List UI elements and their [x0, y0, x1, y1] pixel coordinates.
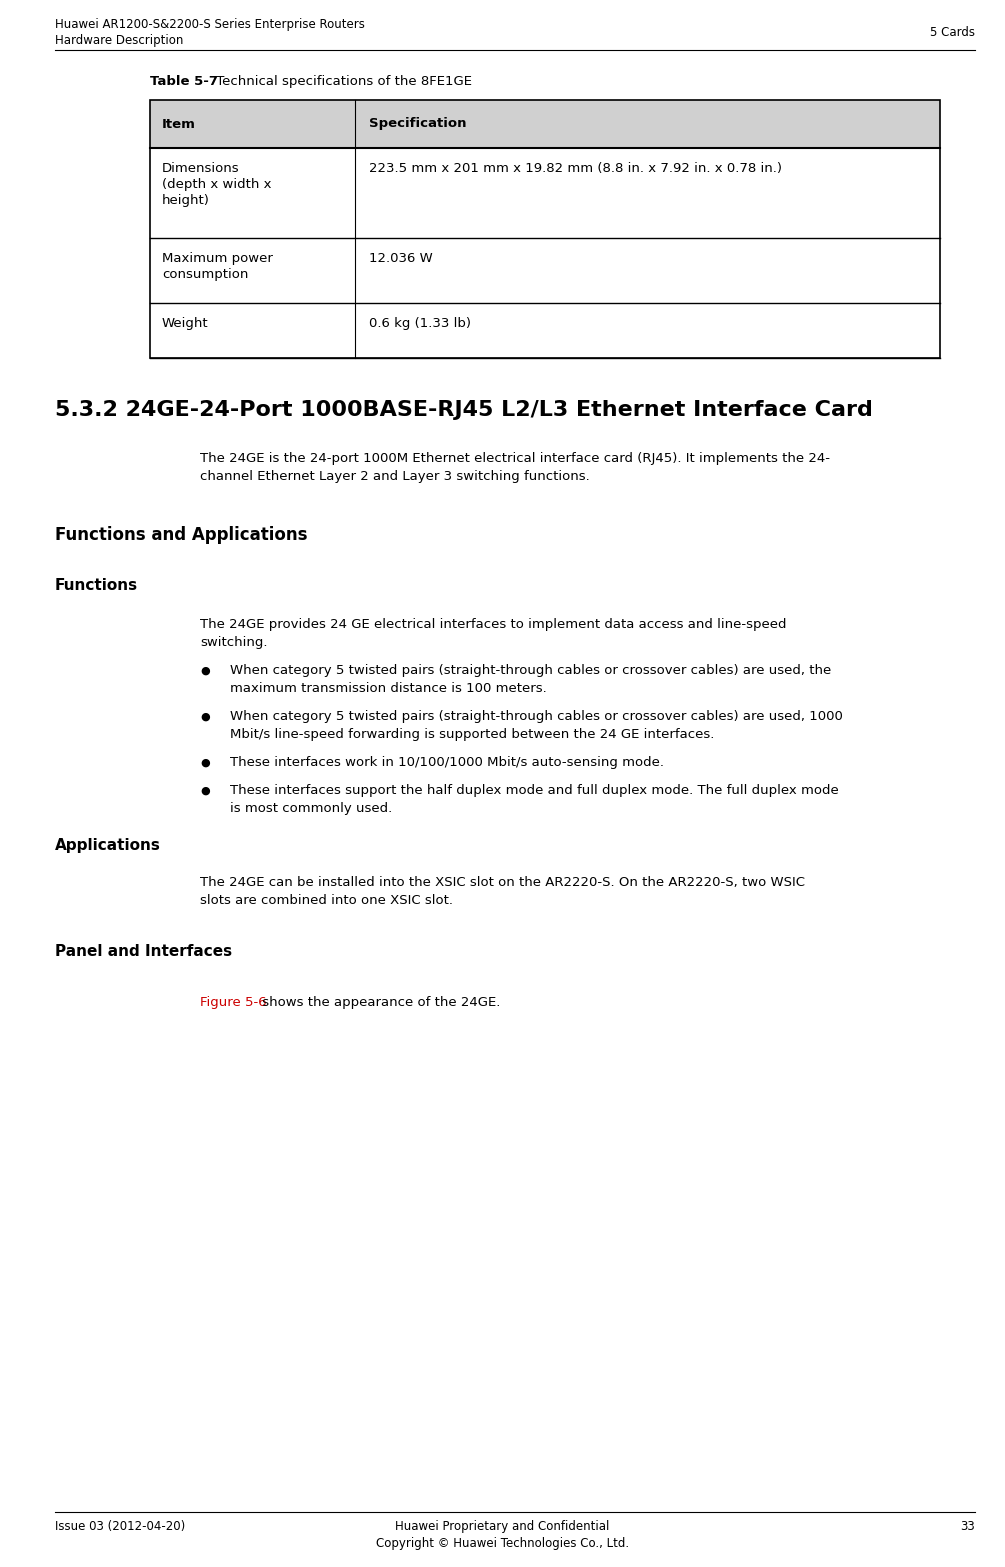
Text: Figure 5-6: Figure 5-6	[200, 997, 266, 1009]
Text: The 24GE provides 24 GE electrical interfaces to implement data access and line-: The 24GE provides 24 GE electrical inter…	[200, 617, 787, 632]
Text: Functions: Functions	[55, 578, 138, 592]
Text: maximum transmission distance is 100 meters.: maximum transmission distance is 100 met…	[230, 682, 547, 696]
Text: ●: ●	[200, 666, 210, 675]
Text: Panel and Interfaces: Panel and Interfaces	[55, 943, 232, 959]
Text: Huawei Proprietary and Confidential: Huawei Proprietary and Confidential	[395, 1520, 610, 1533]
Text: Item: Item	[162, 118, 196, 130]
Text: (depth x width x: (depth x width x	[162, 179, 271, 191]
Text: Mbit/s line-speed forwarding is supported between the 24 GE interfaces.: Mbit/s line-speed forwarding is supporte…	[230, 729, 715, 741]
Text: Issue 03 (2012-04-20): Issue 03 (2012-04-20)	[55, 1520, 185, 1533]
Text: slots are combined into one XSIC slot.: slots are combined into one XSIC slot.	[200, 895, 453, 907]
Text: Copyright © Huawei Technologies Co., Ltd.: Copyright © Huawei Technologies Co., Ltd…	[376, 1537, 629, 1550]
Text: consumption: consumption	[162, 268, 248, 280]
Text: height): height)	[162, 194, 210, 207]
Text: Applications: Applications	[55, 838, 161, 852]
Text: 223.5 mm x 201 mm x 19.82 mm (8.8 in. x 7.92 in. x 0.78 in.): 223.5 mm x 201 mm x 19.82 mm (8.8 in. x …	[369, 161, 782, 176]
Text: 5.3.2 24GE-24-Port 1000BASE-RJ45 L2/L3 Ethernet Interface Card: 5.3.2 24GE-24-Port 1000BASE-RJ45 L2/L3 E…	[55, 400, 873, 420]
Text: 0.6 kg (1.33 lb): 0.6 kg (1.33 lb)	[369, 317, 471, 331]
Text: Maximum power: Maximum power	[162, 252, 273, 265]
Bar	[150, 100, 940, 147]
Text: ●: ●	[200, 711, 210, 721]
Bar	[150, 100, 940, 357]
Text: 33: 33	[960, 1520, 975, 1533]
Text: 5 Cards: 5 Cards	[930, 27, 975, 39]
Text: Specification: Specification	[369, 118, 466, 130]
Text: Dimensions: Dimensions	[162, 161, 239, 176]
Text: switching.: switching.	[200, 636, 267, 649]
Text: When category 5 twisted pairs (straight-through cables or crossover cables) are : When category 5 twisted pairs (straight-…	[230, 664, 831, 677]
Text: Huawei AR1200-S&2200-S Series Enterprise Routers: Huawei AR1200-S&2200-S Series Enterprise…	[55, 17, 365, 31]
Text: channel Ethernet Layer 2 and Layer 3 switching functions.: channel Ethernet Layer 2 and Layer 3 swi…	[200, 470, 590, 483]
Text: Functions and Applications: Functions and Applications	[55, 527, 308, 544]
Text: These interfaces support the half duplex mode and full duplex mode. The full dup: These interfaces support the half duplex…	[230, 784, 839, 798]
Text: ●: ●	[200, 785, 210, 796]
Text: Hardware Description: Hardware Description	[55, 34, 183, 47]
Text: When category 5 twisted pairs (straight-through cables or crossover cables) are : When category 5 twisted pairs (straight-…	[230, 710, 843, 722]
Text: These interfaces work in 10/100/1000 Mbit/s auto-sensing mode.: These interfaces work in 10/100/1000 Mbi…	[230, 755, 664, 769]
Text: The 24GE is the 24-port 1000M Ethernet electrical interface card (RJ45). It impl: The 24GE is the 24-port 1000M Ethernet e…	[200, 451, 830, 465]
Text: The 24GE can be installed into the XSIC slot on the AR2220-S. On the AR2220-S, t: The 24GE can be installed into the XSIC …	[200, 876, 805, 888]
Text: shows the appearance of the 24GE.: shows the appearance of the 24GE.	[258, 997, 500, 1009]
Text: ●: ●	[200, 757, 210, 768]
Text: Weight: Weight	[162, 317, 209, 331]
Text: is most commonly used.: is most commonly used.	[230, 802, 392, 815]
Text: Table 5-7: Table 5-7	[150, 75, 218, 88]
Text: Technical specifications of the 8FE1GE: Technical specifications of the 8FE1GE	[212, 75, 472, 88]
Text: 12.036 W: 12.036 W	[369, 252, 433, 265]
